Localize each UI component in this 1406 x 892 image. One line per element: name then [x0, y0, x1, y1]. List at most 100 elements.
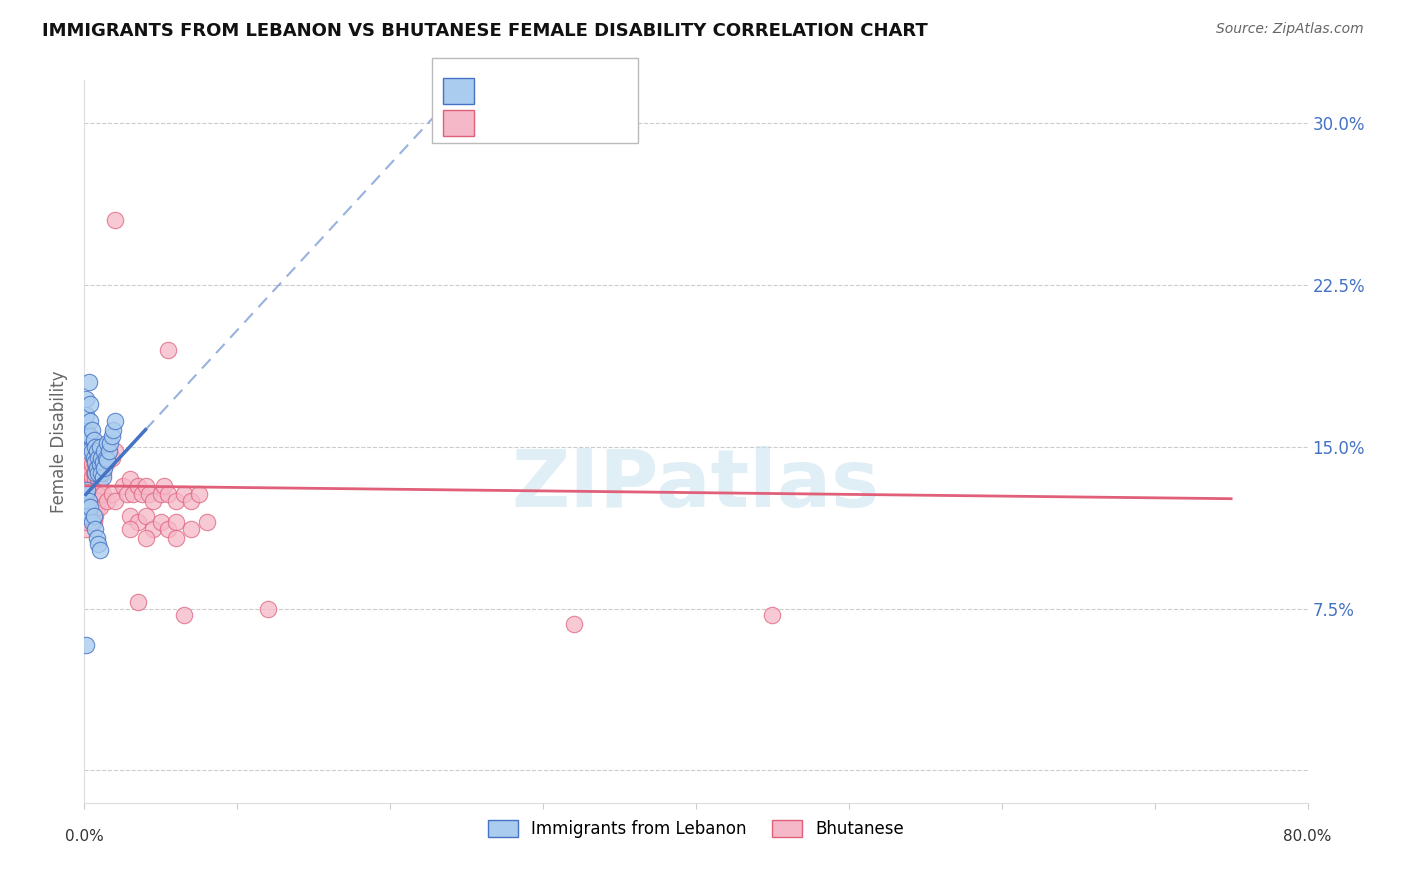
Point	[79, 487, 101, 501]
Point	[89, 466, 111, 480]
Point	[77, 508, 100, 523]
Point	[89, 440, 111, 454]
Y-axis label: Female Disability: Female Disability	[51, 370, 69, 513]
Point	[75, 408, 97, 422]
Point	[257, 601, 280, 615]
Point	[83, 516, 105, 530]
Point	[80, 470, 103, 484]
Point	[87, 493, 110, 508]
Point	[87, 472, 110, 486]
Point	[84, 508, 107, 523]
Point	[75, 505, 97, 519]
Point	[96, 440, 118, 454]
Point	[101, 450, 124, 465]
Point	[104, 444, 127, 458]
Point	[165, 493, 187, 508]
Point	[157, 522, 180, 536]
Text: 0.156: 0.156	[524, 84, 572, 98]
Point	[96, 455, 118, 469]
Point	[87, 537, 110, 551]
Point	[89, 457, 111, 471]
Point	[77, 376, 100, 390]
Point	[86, 479, 108, 493]
Point	[75, 487, 97, 501]
Point	[188, 487, 211, 501]
Point	[75, 522, 97, 536]
Point	[157, 343, 180, 357]
Point	[131, 487, 153, 501]
Point	[84, 455, 107, 469]
Point	[149, 516, 172, 530]
Text: Source: ZipAtlas.com: Source: ZipAtlas.com	[1216, 22, 1364, 37]
Point	[138, 487, 160, 501]
Point	[173, 487, 195, 501]
Point	[79, 479, 101, 493]
Point	[86, 531, 108, 545]
Point	[75, 638, 97, 652]
Point	[77, 508, 100, 523]
Point	[87, 457, 110, 471]
Text: N=: N=	[574, 116, 603, 130]
Point	[84, 466, 107, 480]
Point	[127, 479, 149, 493]
Point	[93, 457, 115, 471]
Point	[96, 435, 118, 450]
Point	[83, 508, 105, 523]
Point	[180, 493, 202, 508]
Point	[84, 472, 107, 486]
Point	[77, 493, 100, 508]
Point	[93, 444, 115, 458]
Point	[76, 450, 98, 465]
Point	[76, 466, 98, 480]
Text: R =: R =	[482, 84, 516, 98]
Point	[90, 466, 112, 480]
Point	[98, 435, 121, 450]
Point	[157, 487, 180, 501]
Point	[135, 508, 157, 523]
Point	[90, 444, 112, 458]
Text: N=: N=	[567, 84, 596, 98]
Point	[120, 522, 142, 536]
Point	[84, 440, 107, 454]
Point	[104, 493, 127, 508]
Point	[94, 450, 117, 465]
Point	[120, 508, 142, 523]
Point	[76, 440, 98, 454]
Point	[80, 444, 103, 458]
Point	[97, 444, 120, 458]
Point	[104, 213, 127, 227]
Point	[75, 493, 97, 508]
Point	[142, 493, 165, 508]
Text: 80.0%: 80.0%	[1284, 829, 1331, 844]
Point	[562, 616, 585, 631]
Point	[75, 479, 97, 493]
Text: -0.019: -0.019	[524, 116, 579, 130]
Point	[149, 487, 172, 501]
Point	[195, 516, 218, 530]
Point	[77, 444, 100, 458]
Point	[86, 461, 108, 475]
Point	[94, 450, 117, 465]
Point	[97, 444, 120, 458]
Point	[91, 487, 114, 501]
Point	[79, 450, 101, 465]
Point	[76, 487, 98, 501]
Point	[87, 450, 110, 465]
Point	[75, 457, 97, 471]
Point	[84, 522, 107, 536]
Point	[120, 472, 142, 486]
Point	[83, 450, 105, 465]
Point	[89, 500, 111, 515]
Point	[76, 500, 98, 515]
Point	[77, 444, 100, 458]
Point	[165, 516, 187, 530]
Point	[91, 450, 114, 465]
Point	[76, 479, 98, 493]
Point	[83, 434, 105, 448]
Point	[91, 466, 114, 480]
Point	[79, 435, 101, 450]
Point	[84, 457, 107, 471]
Point	[135, 479, 157, 493]
Point	[127, 595, 149, 609]
Point	[75, 508, 97, 523]
